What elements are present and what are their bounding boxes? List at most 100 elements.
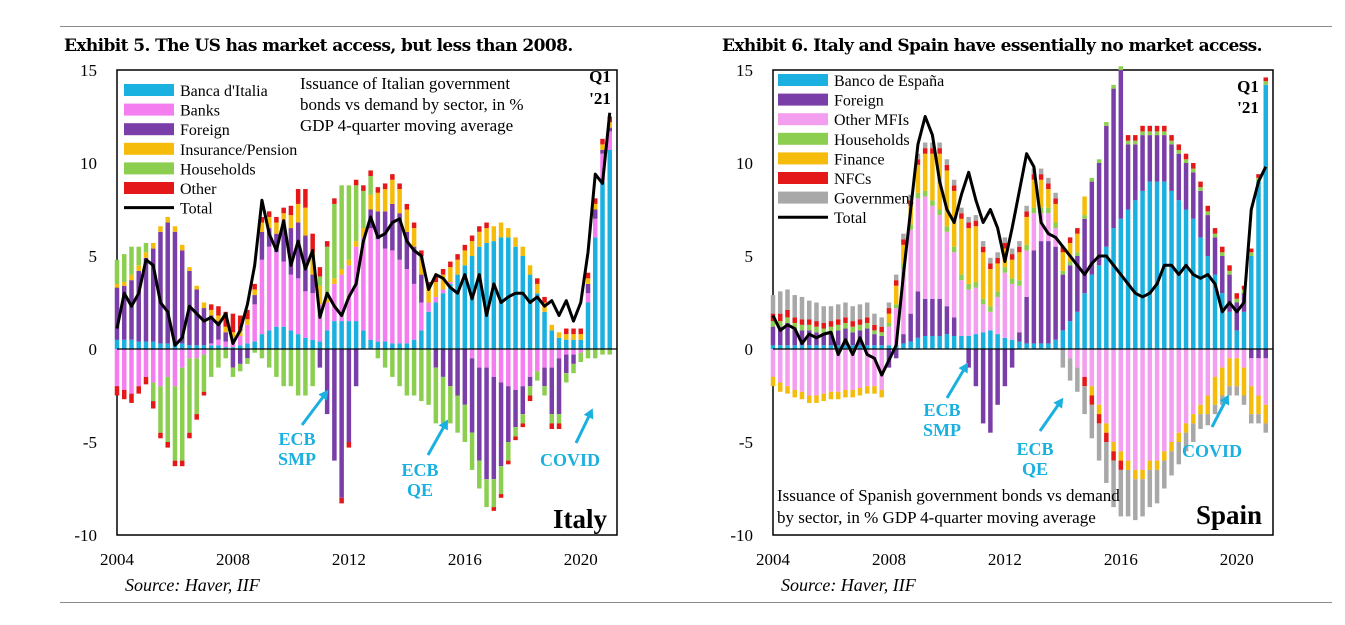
bar-segment xyxy=(1205,211,1211,216)
bar-segment xyxy=(542,311,547,349)
bar-segment xyxy=(872,386,877,394)
bar-segment xyxy=(1009,339,1015,349)
bar-segment xyxy=(216,315,221,322)
legend-label: Foreign xyxy=(834,93,884,110)
bar-segment xyxy=(274,216,279,223)
chart-annotation: Issuance of Italian government xyxy=(300,74,510,93)
bar-segment xyxy=(857,345,863,349)
bar-segment xyxy=(1234,386,1240,396)
bar-segment xyxy=(506,349,511,387)
bar-segment xyxy=(1198,181,1203,188)
bar-segment xyxy=(1234,293,1240,299)
bar-segment xyxy=(1125,135,1131,141)
bar-segment xyxy=(549,414,555,424)
bar-segment xyxy=(136,265,141,271)
bar-segment xyxy=(1075,367,1080,392)
legend-label: Total xyxy=(180,201,213,218)
bar-segment xyxy=(150,401,156,409)
bar-segment xyxy=(1038,168,1044,175)
bar-segment xyxy=(1082,376,1087,387)
bar-segment xyxy=(194,358,199,415)
bar-segment xyxy=(150,248,156,342)
bar-segment xyxy=(835,349,841,392)
bar-segment xyxy=(527,376,533,387)
bar-segment xyxy=(114,259,120,284)
bar-segment xyxy=(835,330,841,346)
bar-segment xyxy=(172,231,178,344)
bar-segment xyxy=(1241,311,1247,349)
bar-segment xyxy=(593,198,598,204)
bar-segment xyxy=(1104,442,1109,483)
bar-segment xyxy=(1212,376,1218,405)
bar-segment xyxy=(1191,423,1196,442)
bar-segment xyxy=(886,313,892,323)
y-tick-label: 15 xyxy=(80,61,97,80)
bar-segment xyxy=(864,386,870,394)
bar-segment xyxy=(966,289,971,336)
bar-segment xyxy=(158,226,163,232)
bar-segment xyxy=(150,382,156,402)
bar-segment xyxy=(1017,280,1022,286)
bar-segment xyxy=(426,349,431,405)
total-line xyxy=(771,115,1268,377)
bar-segment xyxy=(1133,200,1138,349)
bar-segment xyxy=(520,246,526,256)
bar-segment xyxy=(835,304,841,320)
bar-segment xyxy=(799,330,805,346)
callout-arrowhead xyxy=(438,419,448,431)
bar-segment xyxy=(1031,179,1037,208)
bar-segment xyxy=(1053,246,1058,340)
bar-segment xyxy=(593,203,598,210)
bar-segment xyxy=(785,386,790,394)
bar-segment xyxy=(828,391,834,400)
bar-segment xyxy=(208,345,214,349)
bar-segment xyxy=(922,298,928,336)
bar-segment xyxy=(930,205,935,299)
bar-segment xyxy=(411,349,417,396)
country-label: Spain xyxy=(1196,500,1262,530)
bar-segment xyxy=(980,349,986,424)
legend-swatch xyxy=(778,93,828,106)
bar-segment xyxy=(353,179,359,186)
bar-segment xyxy=(201,349,207,355)
bar-segment xyxy=(1205,349,1211,396)
bar-segment xyxy=(1125,349,1131,461)
bar-segment xyxy=(908,341,913,349)
bar-segment xyxy=(158,432,163,439)
bar-segment xyxy=(259,334,265,349)
bar-segment xyxy=(585,293,591,303)
bar-segment xyxy=(1205,215,1211,256)
bar-segment xyxy=(122,254,127,283)
bar-segment xyxy=(375,341,381,349)
bar-segment xyxy=(1205,256,1211,349)
chart-annotation: by sector, in % GDP 4-quarter moving ave… xyxy=(777,508,1096,527)
bar-segment xyxy=(1241,349,1247,368)
bar-segment xyxy=(930,153,935,201)
bar-segment xyxy=(995,334,1000,349)
bar-segment xyxy=(1205,414,1211,426)
bar-segment xyxy=(799,345,805,349)
bar-segment xyxy=(600,349,605,355)
bar-segment xyxy=(346,185,352,260)
bar-segment xyxy=(1176,144,1182,150)
bar-segment xyxy=(770,295,776,314)
bar-segment xyxy=(1053,203,1058,223)
bar-segment xyxy=(390,179,395,204)
bar-segment xyxy=(455,395,460,433)
bar-segment xyxy=(1154,349,1160,461)
bar-segment xyxy=(814,345,819,349)
bar-segment xyxy=(484,367,489,480)
bar-segment xyxy=(1060,330,1066,349)
bar-segment xyxy=(187,349,192,359)
bar-segment xyxy=(959,335,964,349)
bar-segment xyxy=(857,349,863,389)
bar-segment xyxy=(1176,149,1182,154)
bar-segment xyxy=(1089,177,1095,182)
bar-segment xyxy=(230,332,236,338)
bar-segment xyxy=(375,187,381,193)
bar-segment xyxy=(295,203,301,223)
bar-segment xyxy=(792,349,797,390)
bar-segment xyxy=(585,272,591,279)
bar-segment xyxy=(1227,358,1232,387)
bar-segment xyxy=(1082,293,1087,349)
